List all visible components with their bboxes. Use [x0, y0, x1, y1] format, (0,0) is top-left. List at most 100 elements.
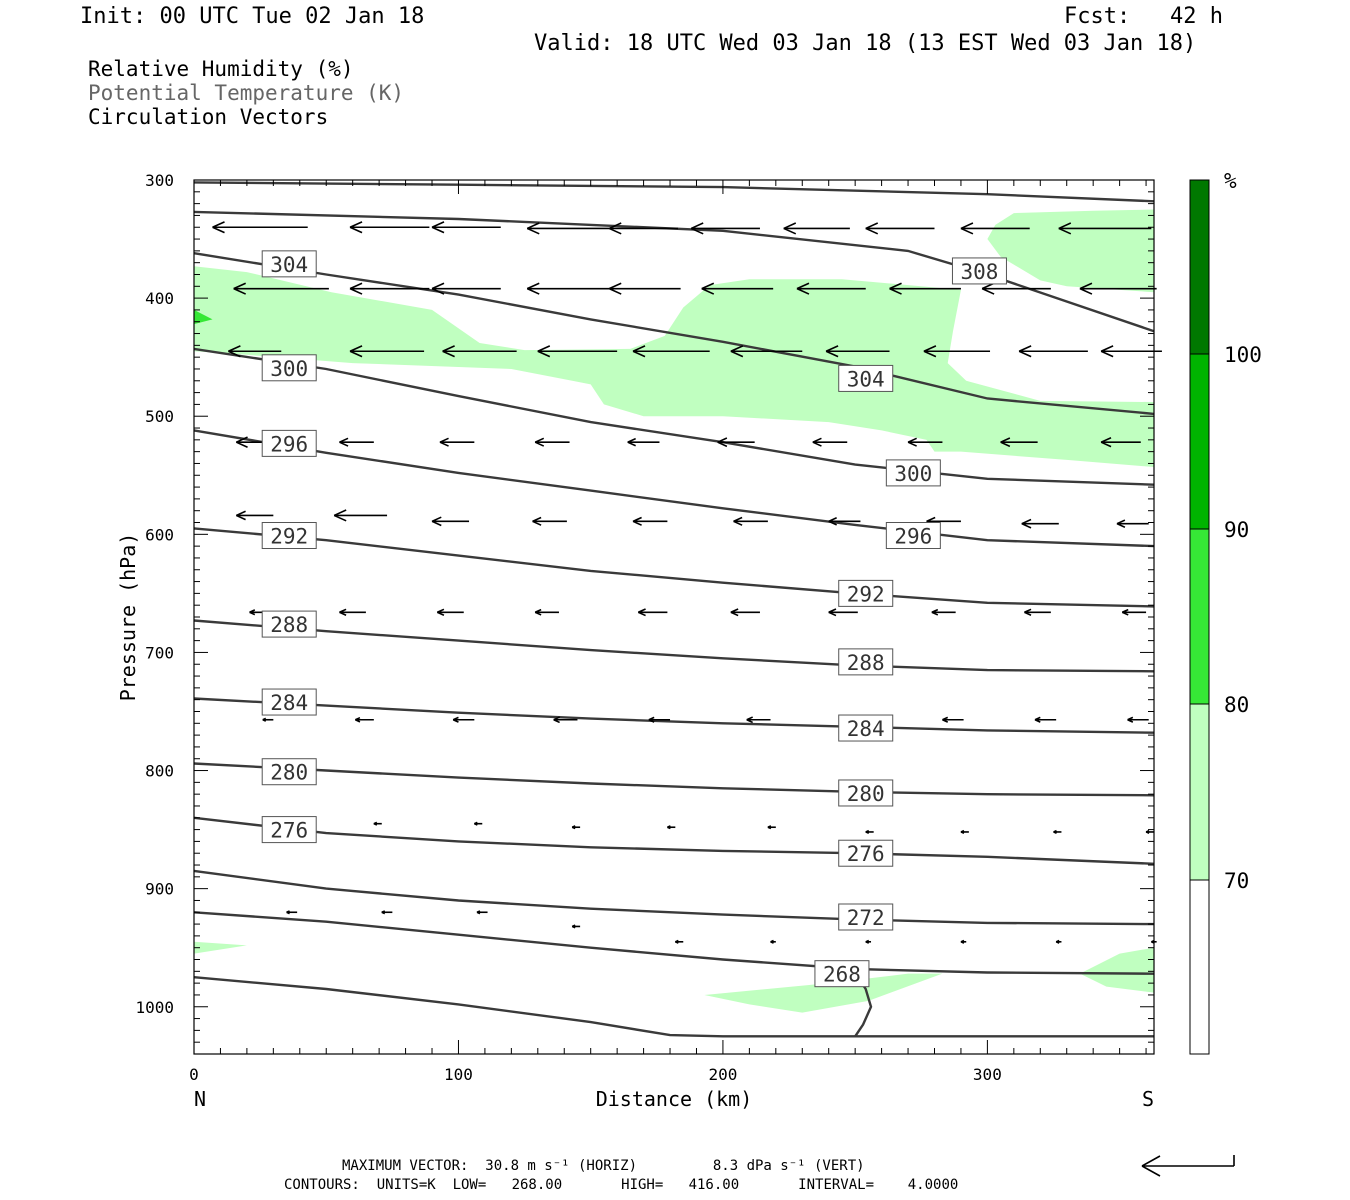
svg-text:304: 304 [847, 367, 885, 391]
circulation-vector [1121, 608, 1147, 616]
x-tick-label: 300 [973, 1065, 1002, 1084]
circulation-vector [608, 222, 678, 235]
colorbar-swatch [1190, 180, 1209, 354]
circulation-vector [1100, 437, 1141, 448]
circulation-vector [349, 221, 430, 234]
svg-text:296: 296 [894, 525, 932, 549]
circulation-vector [960, 222, 1030, 235]
circulation-vector [608, 282, 681, 295]
contour-info: CONTOURS: UNITS=K LOW= 268.00 HIGH= 416.… [284, 1177, 959, 1193]
circulation-vector [767, 825, 776, 830]
circulation-vector [1034, 716, 1057, 723]
north-label: N [194, 1087, 206, 1111]
colorbar-frame [1189, 179, 1210, 1055]
reference-vector-icon [1141, 1155, 1235, 1177]
circulation-vector [825, 345, 890, 358]
circulation-vector [907, 437, 943, 447]
contour-label: 288 [838, 648, 894, 676]
rh-70-region [194, 266, 1154, 468]
circulation-vector [442, 345, 517, 358]
contour-labels: 304 308 300 304 296 300 292 296 292 288 288 284 284 2… [261, 250, 1007, 988]
y-tick-label: 500 [145, 407, 174, 426]
contour-label: 304 [838, 364, 894, 392]
colorbar-label: 80 [1224, 693, 1249, 717]
circulation-vector [701, 282, 774, 295]
contour-label: 300 [261, 354, 317, 382]
circulation-vector [889, 282, 961, 295]
circulation-vector [667, 825, 676, 830]
contour-label: 304 [261, 250, 317, 278]
max-vector-note: MAXIMUM VECTOR: 30.8 m s⁻¹ (HORIZ) 8.3 d… [342, 1158, 865, 1174]
circulation-vector [828, 608, 858, 617]
svg-text:272: 272 [847, 906, 885, 930]
svg-text:292: 292 [270, 525, 308, 549]
circulation-vector [690, 222, 760, 235]
south-label: S [1142, 1087, 1154, 1111]
colorbar-label: 70 [1224, 869, 1249, 893]
theta-contour [193, 762, 1155, 797]
circulation-vector [865, 939, 872, 944]
svg-text:284: 284 [847, 717, 885, 741]
rh-70-region [704, 973, 943, 1013]
colorbar-swatch [1190, 354, 1209, 529]
colorbar-label: 100 [1224, 343, 1262, 367]
x-tick-label: 100 [444, 1065, 473, 1084]
circulation-vector [439, 437, 475, 447]
circulation-vector [436, 608, 464, 616]
theta-contour [193, 252, 1155, 416]
contour-label: 280 [838, 779, 894, 807]
circulation-vector [942, 716, 964, 723]
svg-text:276: 276 [270, 819, 308, 843]
x-tick-label: 0 [189, 1065, 199, 1084]
contour-label: 300 [885, 459, 941, 487]
circulation-vector [1079, 282, 1157, 295]
theta-contour [193, 976, 1154, 1038]
circulation-vector [235, 510, 274, 521]
y-tick-label: 800 [145, 762, 174, 781]
svg-text:300: 300 [270, 357, 308, 381]
svg-text:268: 268 [823, 963, 861, 987]
circulation-vector [1021, 518, 1059, 529]
colorbar-unit: % [1224, 169, 1237, 193]
svg-text:280: 280 [847, 782, 885, 806]
circulation-vector [354, 716, 374, 723]
circulation-vector [553, 716, 578, 724]
circulation-vector [1058, 222, 1152, 235]
circulation-vector [865, 829, 874, 835]
circulation-vector [1000, 437, 1038, 448]
circulation-vector [532, 516, 567, 526]
y-tick-label: 1000 [135, 998, 174, 1017]
circulation-vector [746, 716, 771, 724]
contour-label: 284 [838, 714, 894, 742]
contour-label: 276 [838, 839, 894, 867]
circulation-vector [1024, 608, 1051, 616]
axes: 300 400 500 600 700 800 900 1000 0 100 200 300 N S Dis… [116, 171, 1154, 1111]
contour-label: 296 [885, 522, 941, 550]
y-tick-label: 600 [145, 525, 174, 544]
circulation-vector [526, 282, 610, 295]
contour-label: 276 [261, 816, 317, 844]
circulation-vector [717, 437, 755, 448]
circulation-vector [960, 829, 969, 835]
circulation-vector [534, 608, 559, 616]
svg-text:288: 288 [270, 613, 308, 637]
circulation-vector [431, 516, 470, 527]
svg-text:304: 304 [270, 253, 308, 277]
circulation-vector [1055, 939, 1062, 944]
circulation-vector [770, 939, 776, 944]
svg-text:292: 292 [847, 582, 885, 606]
contour-label: 268 [814, 960, 870, 988]
svg-text:288: 288 [847, 651, 885, 675]
circulation-vector [828, 517, 861, 526]
x-tick-label: 200 [708, 1065, 737, 1084]
circulation-vector [931, 608, 956, 616]
theta-contour [193, 181, 1155, 203]
circulation-vector [537, 345, 618, 358]
y-tick-label: 400 [145, 289, 174, 308]
circulation-vector [339, 437, 374, 447]
circulation-vector [960, 939, 967, 944]
valid-time: Valid: 18 UTC Wed 03 Jan 18 (13 EST Wed … [534, 31, 1197, 56]
circulation-vector [637, 608, 668, 617]
relative-humidity-fills [194, 209, 1154, 1013]
circulation-vector [349, 282, 430, 295]
